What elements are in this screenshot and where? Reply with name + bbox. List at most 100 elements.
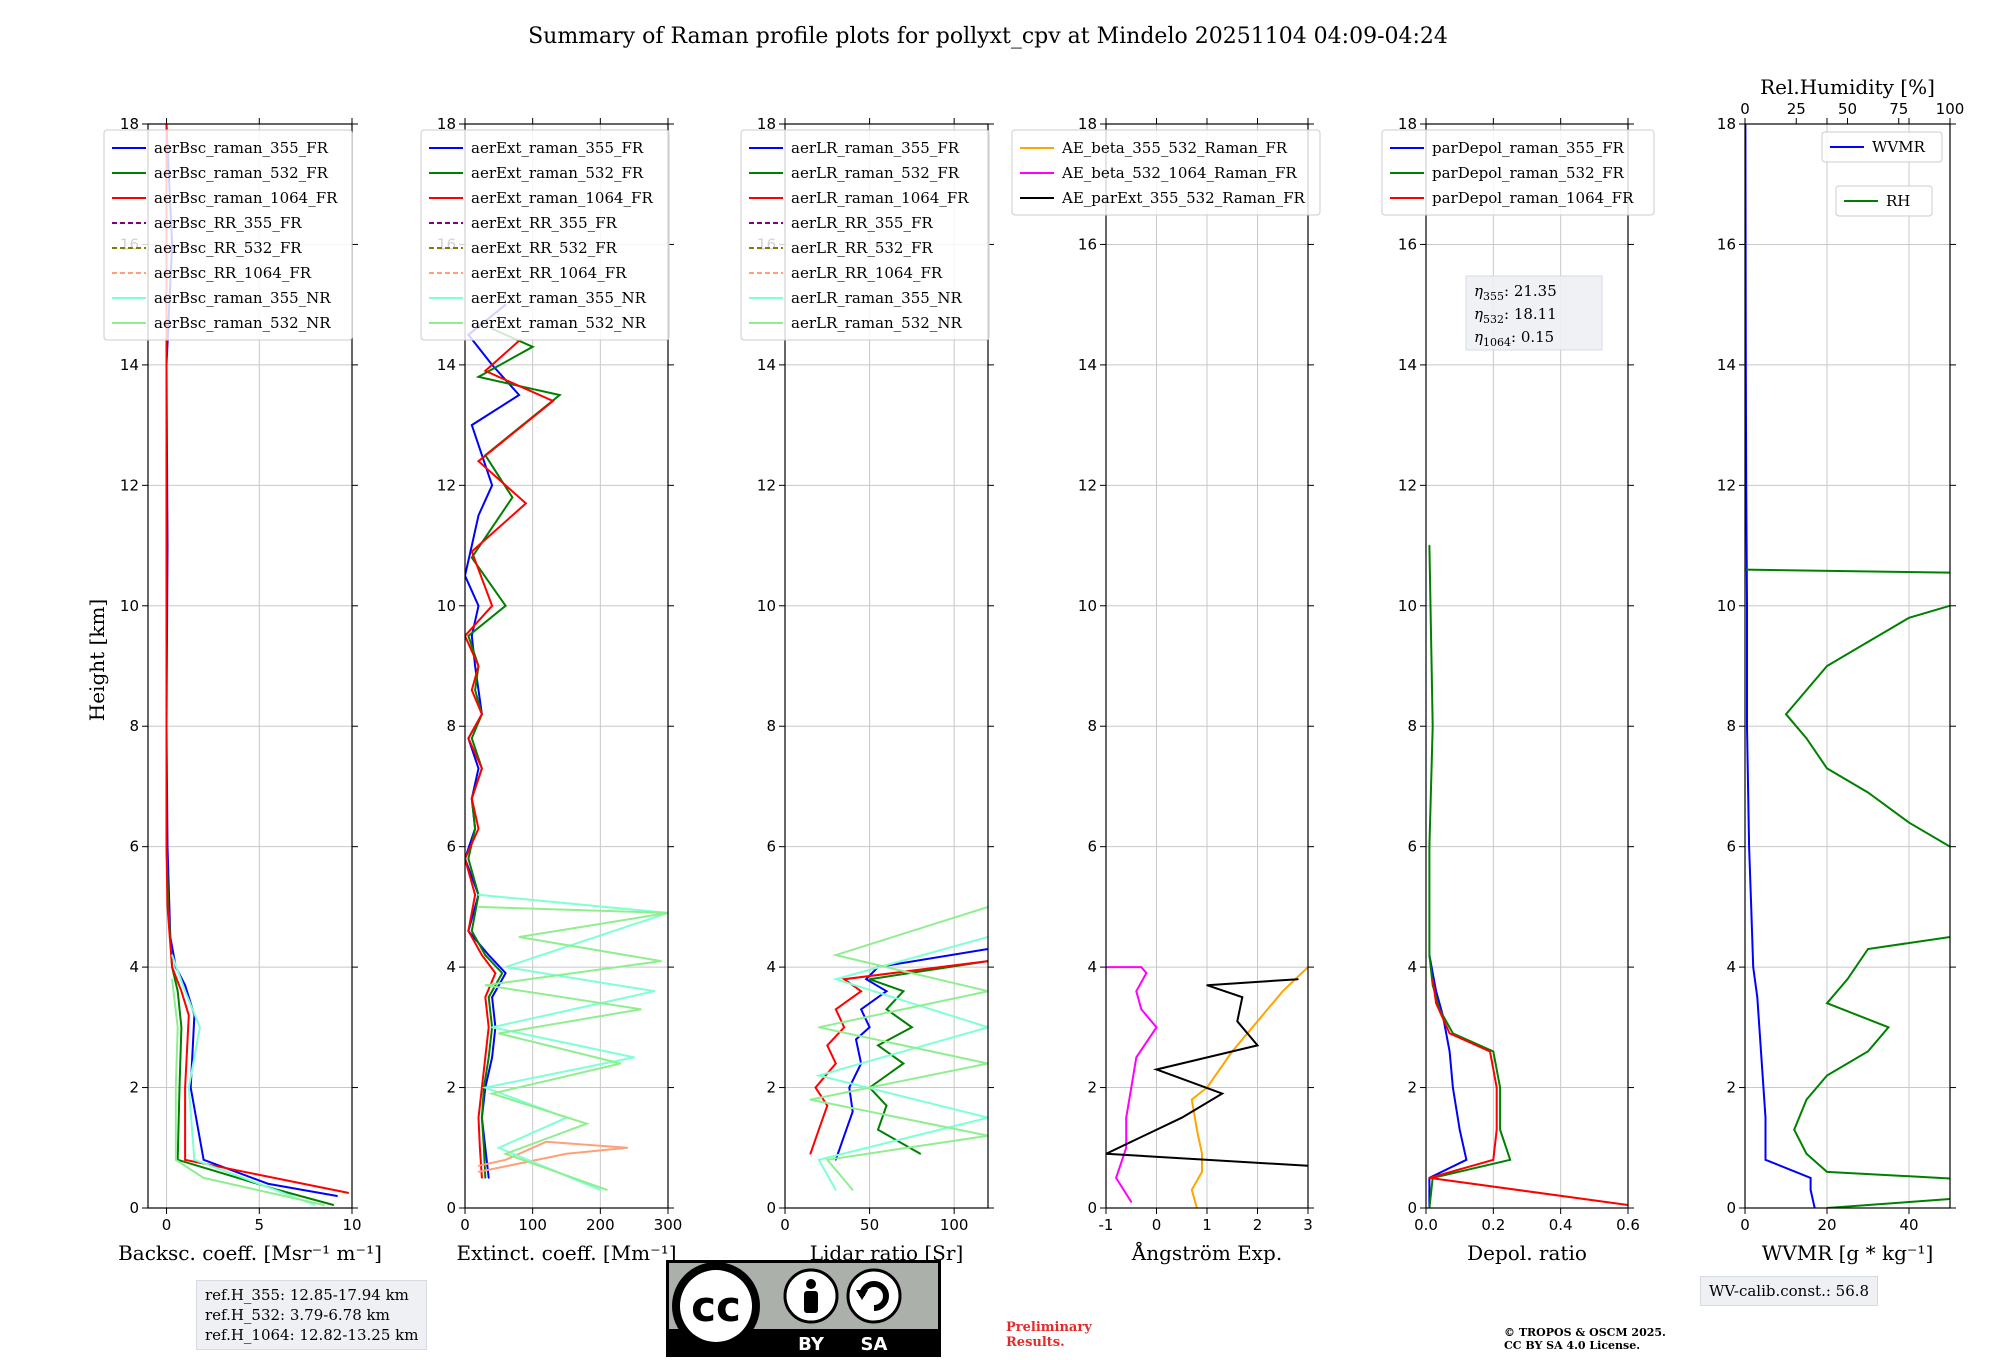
preliminary-line-1: Preliminary: [1006, 1320, 1092, 1335]
y-tick-label: 0: [1407, 1199, 1417, 1217]
series-line-aerExt_raman_355_NR: [478, 893, 668, 1191]
data-point: [599, 1189, 602, 1191]
panels: 0510024681012141618Backsc. coeff. [Msr⁻¹…: [103, 75, 1965, 1265]
series-group: [1106, 966, 1308, 1208]
data-point: [1489, 1050, 1491, 1053]
panel-lidar_ratio: 050100024681012141618Lidar ratio [Sr]aer…: [740, 115, 994, 1265]
legend-label: aerLR_RR_1064_FR: [791, 264, 943, 282]
legend-box: [103, 129, 353, 341]
data-point: [487, 996, 490, 999]
x-tick-label: 0.6: [1616, 1216, 1640, 1234]
data-point: [504, 1159, 507, 1161]
data-point: [1155, 1068, 1158, 1071]
data-point: [818, 1128, 820, 1131]
x-axis-label: Ångström Exp.: [1131, 1240, 1282, 1265]
data-point: [467, 857, 470, 860]
data-point: [1256, 1020, 1259, 1023]
data-point: [865, 978, 867, 980]
data-point: [474, 894, 476, 896]
y-tick-label: 10: [1398, 597, 1417, 615]
series-line-AE_parExt_355_532_Raman_FR: [1106, 978, 1308, 1167]
legend-label: aerBsc_raman_532_NR: [154, 314, 331, 332]
data-point: [487, 954, 490, 956]
y-tick-label: 2: [766, 1079, 776, 1097]
x-tick-label: 0: [162, 1216, 172, 1234]
data-point: [484, 1056, 487, 1059]
data-point: [1867, 1050, 1869, 1053]
data-point: [826, 1044, 829, 1047]
data-point: [467, 930, 470, 932]
data-point: [474, 689, 476, 691]
data-point: [1805, 737, 1808, 740]
data-point: [347, 1192, 350, 1194]
data-point: [470, 556, 473, 559]
x-tick-label: 0.2: [1481, 1216, 1505, 1234]
data-point: [189, 1086, 192, 1089]
y-tick-label: 8: [1726, 717, 1736, 735]
data-point: [1509, 1159, 1511, 1161]
data-point: [1752, 966, 1754, 968]
data-point: [494, 972, 497, 974]
data-point: [477, 689, 480, 691]
data-point: [545, 1140, 547, 1143]
data-point: [565, 1153, 568, 1155]
legend-label: aerLR_raman_1064_FR: [791, 189, 969, 207]
data-point: [633, 1056, 635, 1059]
y-tick-label: 4: [1726, 958, 1736, 976]
data-point: [818, 1159, 820, 1161]
data-point: [1140, 1008, 1143, 1011]
data-point: [1846, 978, 1849, 980]
x-tick-label: 50: [860, 1216, 879, 1234]
ref-heights-box: ref.H_355: 12.85-17.94 km ref.H_532: 3.7…: [196, 1280, 428, 1350]
data-point: [1431, 725, 1434, 728]
data-point: [481, 713, 483, 715]
top-tick-label: 100: [1936, 100, 1965, 118]
legend-box: [1381, 129, 1655, 216]
plot-frame: [1425, 123, 1629, 1209]
legend-box: [740, 129, 990, 341]
data-point: [1191, 1098, 1193, 1101]
data-point: [877, 1044, 879, 1047]
data-point: [184, 990, 186, 992]
y-tick-label: 10: [1717, 597, 1736, 615]
x-tick-label: -1: [1099, 1216, 1114, 1234]
data-point: [175, 1159, 177, 1161]
data-point: [1867, 948, 1869, 950]
series-line-parDepol_raman_532_FR: [1428, 545, 1512, 1208]
series-group: [465, 303, 668, 1191]
data-point: [166, 906, 169, 908]
data-point: [267, 1183, 270, 1185]
legend-label: parDepol_raman_355_FR: [1432, 139, 1625, 157]
series-line-parDepol_raman_355_FR: [1428, 954, 1468, 1208]
y-tick-label: 4: [766, 958, 776, 976]
data-point: [479, 1146, 481, 1149]
data-point: [1908, 617, 1910, 619]
data-point: [834, 978, 837, 980]
y-tick-label: 6: [446, 838, 456, 856]
y-tick-label: 14: [1717, 356, 1736, 374]
data-point: [1785, 713, 1787, 715]
plot-frame: [1744, 123, 1951, 1209]
data-point: [834, 1008, 837, 1011]
data-point: [834, 954, 837, 956]
data-point: [258, 1183, 261, 1185]
legend-label: aerBsc_RR_532_FR: [154, 239, 302, 257]
depol-annotation: η1064: 0.15: [1474, 328, 1554, 349]
data-point: [484, 1086, 487, 1089]
series-line-WVMR: [1745, 124, 1816, 1208]
data-point: [180, 1026, 183, 1029]
series-group: [165, 124, 350, 1206]
ref-height-355: ref.H_355: 12.85-17.94 km: [205, 1286, 409, 1304]
data-point: [504, 1153, 507, 1155]
data-point: [323, 1204, 325, 1206]
y-tick-label: 12: [1717, 476, 1736, 494]
data-point: [180, 990, 183, 992]
data-point: [809, 1098, 812, 1101]
data-point: [470, 424, 473, 426]
data-point: [184, 1159, 186, 1161]
wv-calib-box: WV-calib.const.: 56.8: [1700, 1276, 1879, 1306]
data-point: [1180, 1116, 1183, 1119]
y-tick-label: 18: [1398, 115, 1417, 133]
data-point: [477, 1116, 480, 1119]
share-alike-icon: [846, 1268, 902, 1324]
